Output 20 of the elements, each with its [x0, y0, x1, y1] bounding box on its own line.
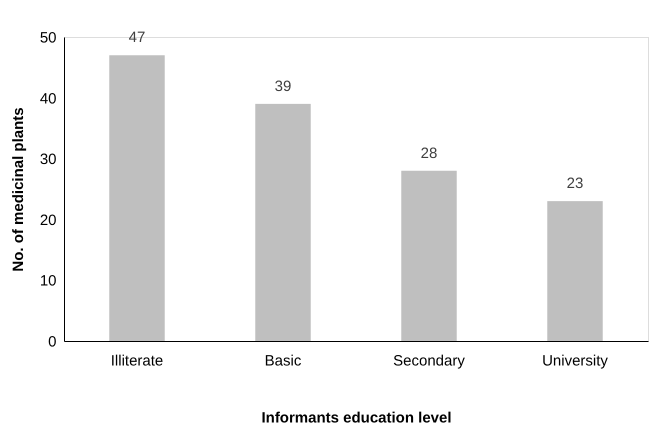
bar	[401, 170, 457, 341]
x-tick-label: Basic	[264, 352, 302, 370]
bar	[547, 201, 603, 341]
x-tick-label: University	[542, 352, 608, 370]
x-tick-label: Illiterate	[110, 352, 164, 370]
bar	[109, 55, 165, 341]
y-tick-label: 40	[40, 90, 56, 108]
y-axis-title: No. of medicinal plants	[10, 107, 27, 272]
data-label: 28	[420, 144, 438, 162]
x-tick-label: Secondary	[393, 352, 466, 370]
y-tick-label: 50	[40, 30, 56, 46]
x-axis-title: Informants education level	[261, 410, 452, 426]
data-label: 47	[128, 29, 146, 46]
data-label: 23	[566, 175, 584, 192]
bar	[255, 104, 311, 341]
y-tick-label: 30	[40, 151, 56, 168]
data-label: 39	[274, 78, 292, 95]
y-tick-label: 10	[40, 272, 56, 290]
y-tick-label: 0	[48, 334, 56, 350]
y-tick-label: 20	[40, 212, 56, 229]
